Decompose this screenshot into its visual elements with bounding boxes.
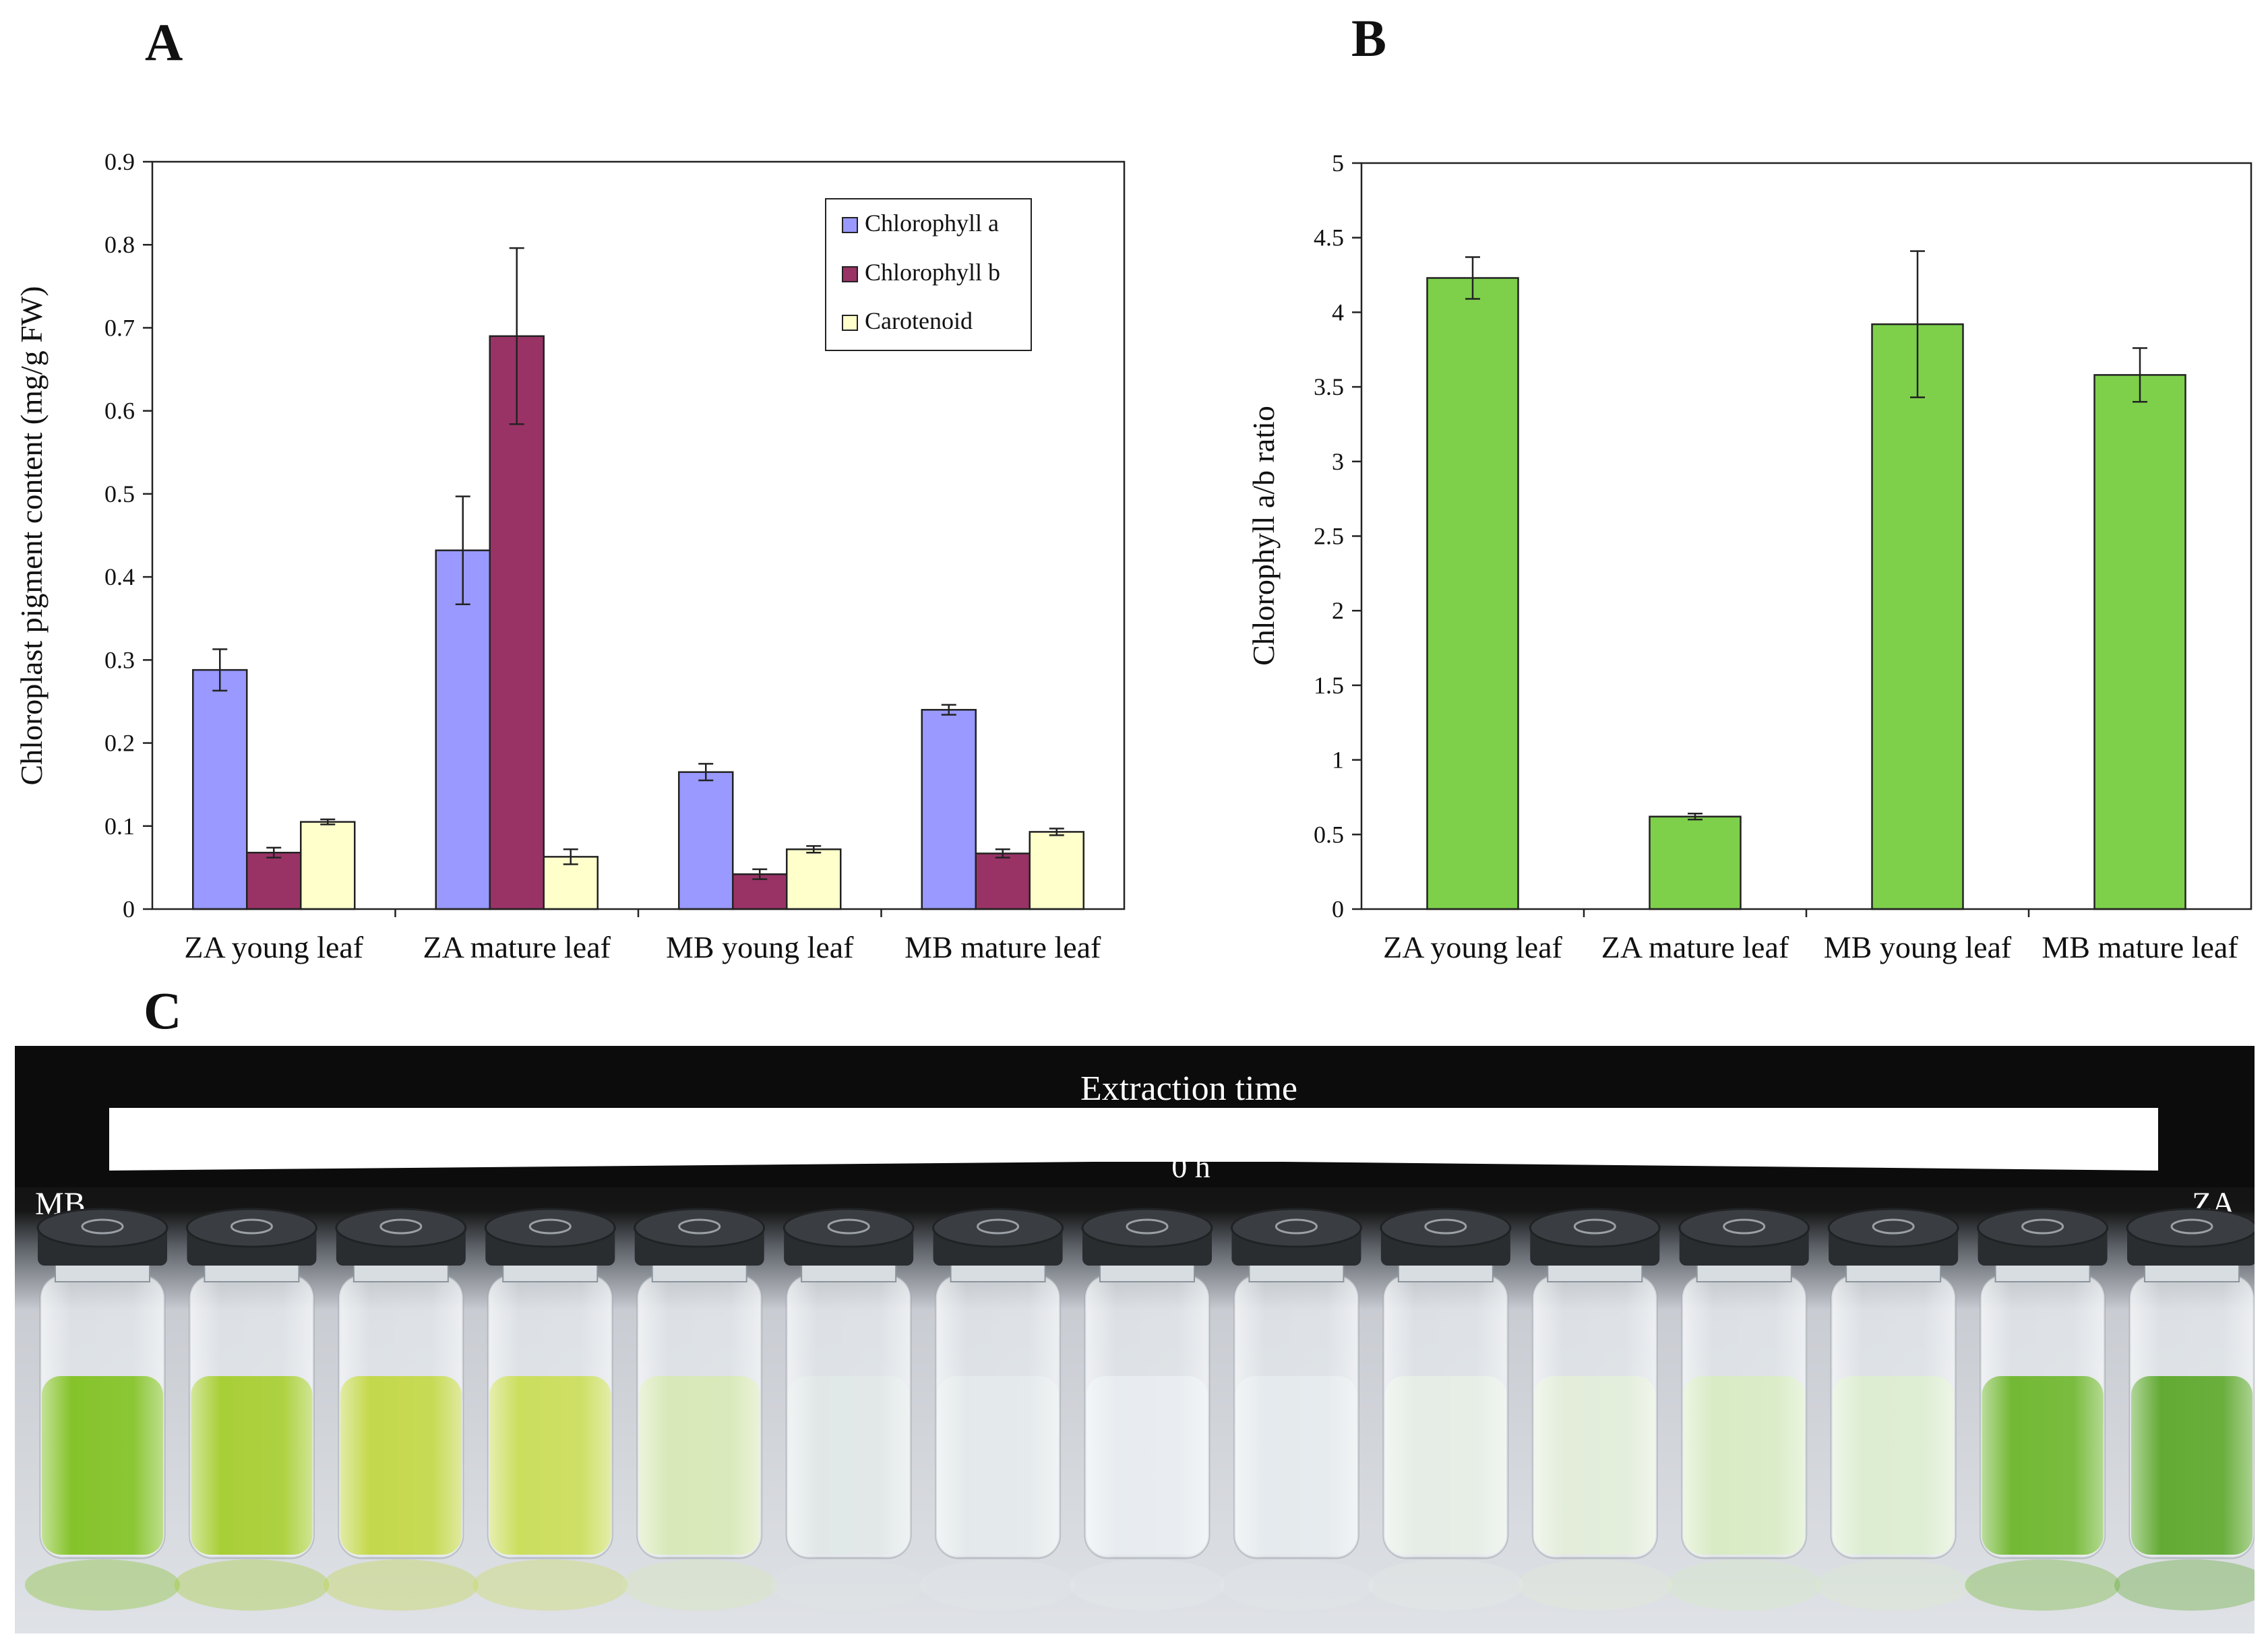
x-tick-label: MB young leaf: [1824, 930, 2012, 964]
y-tick-label: 2.5: [1314, 523, 1344, 550]
y-tick-label: 0: [123, 896, 135, 923]
y-tick-label: 0.6: [104, 398, 135, 425]
y-tick-label: 0.9: [104, 148, 135, 175]
x-tick-label: ZA young leaf: [184, 930, 363, 964]
x-tick-label: ZA mature leaf: [1601, 930, 1789, 964]
bar-value: [1426, 277, 1519, 910]
vial: [323, 1208, 479, 1611]
y-tick-label: 0.3: [104, 646, 135, 673]
vial: [1219, 1208, 1374, 1611]
legend-label-chlorophyll-a: Chlorophyll a: [865, 210, 999, 237]
y-tick-label: 0: [1332, 896, 1344, 923]
bar-carotenoid: [300, 821, 356, 910]
y-tick-label: 1.5: [1314, 672, 1344, 699]
legend: Chlorophyll a Chlorophyll b Carotenoid: [825, 198, 1032, 351]
vial: [174, 1208, 330, 1611]
y-tick-label: 1: [1332, 747, 1344, 774]
extraction-time-wedge: [109, 1108, 2158, 1171]
vial: [2114, 1208, 2255, 1611]
y-axis-ticks: 0 0.5 1 1.5 2 2.5 3 3.5 4 4.5 5: [1314, 150, 1361, 923]
x-tick-label: ZA young leaf: [1383, 930, 1562, 964]
y-tick-label: 2: [1332, 597, 1344, 624]
y-tick-label: 0.5: [1314, 821, 1344, 848]
vial: [1517, 1208, 1673, 1611]
vial: [1816, 1208, 1971, 1611]
vial: [472, 1208, 628, 1611]
plot-frame: [151, 160, 1126, 910]
panel-label-c: C: [144, 981, 182, 1040]
y-tick-label: 0.4: [104, 563, 135, 590]
y-tick-label: 0.8: [104, 231, 135, 258]
bar-chlorophyll-a: [192, 669, 248, 910]
y-tick-label: 3: [1332, 448, 1344, 475]
bar-chlorophyll-b: [489, 335, 545, 910]
legend-swatch-carotenoid: [842, 315, 858, 331]
vial: [771, 1208, 927, 1611]
y-tick-label: 0.7: [104, 314, 135, 341]
bars: [192, 247, 1084, 910]
extraction-time-label: Extraction time: [1080, 1069, 1297, 1108]
y-tick-label: 0.2: [104, 730, 135, 757]
x-tick-label: MB mature leaf: [2042, 930, 2238, 964]
legend-label-chlorophyll-b: Chlorophyll b: [865, 259, 1000, 286]
bars: [1426, 250, 2186, 910]
y-tick-label: 4: [1332, 299, 1344, 325]
pigment-content-chart: 0 0.1 0.2 0.3 0.4 0.5 0.6 0.7 0.8 0.9 ZA young le…: [14, 148, 1126, 964]
x-axis-labels: ZA young leaf ZA mature leaf MB young leaf…: [1383, 909, 2238, 964]
vial: [1368, 1208, 1523, 1611]
y-tick-label: 5: [1332, 150, 1344, 177]
chlorophyll-ratio-chart: 0 0.5 1 1.5 2 2.5 3 3.5 4 4.5 5 ZA young leaf ZA ma…: [1246, 150, 2252, 964]
y-tick-label: 0.1: [104, 813, 135, 840]
vial: [25, 1208, 180, 1611]
vial: [920, 1208, 1076, 1611]
bar-chlorophyll-b: [246, 851, 302, 910]
x-tick-label: MB mature leaf: [905, 930, 1101, 964]
vial: [621, 1208, 777, 1611]
plot-frame: [1360, 162, 2252, 910]
vial: [1666, 1208, 1822, 1611]
panel-label-b: B: [1351, 9, 1387, 67]
vial: [1965, 1208, 2120, 1611]
bar-carotenoid: [786, 848, 842, 910]
legend-swatch-chlorophyll-b: [842, 266, 858, 282]
y-axis-title: Chloroplast pigment content (mg/g FW): [14, 286, 49, 785]
y-axis-ticks: 0 0.1 0.2 0.3 0.4 0.5 0.6 0.7 0.8 0.9: [104, 148, 152, 923]
bar-value: [1649, 815, 1742, 910]
bar-value: [2093, 374, 2186, 910]
vial-row: [25, 1208, 2255, 1611]
start-time-label: 0 h: [1171, 1150, 1210, 1184]
x-tick-label: ZA mature leaf: [423, 930, 611, 964]
legend-label-carotenoid: Carotenoid: [865, 307, 973, 334]
bar-carotenoid: [1029, 831, 1084, 910]
legend-frame: [825, 198, 1032, 351]
legend-swatch-chlorophyll-a: [842, 217, 858, 233]
vial: [1070, 1208, 1225, 1611]
x-tick-label: MB young leaf: [666, 930, 854, 964]
y-tick-label: 4.5: [1314, 224, 1344, 251]
bar-chlorophyll-a: [921, 709, 977, 910]
panel-label-a: A: [145, 13, 183, 71]
y-tick-label: 3.5: [1314, 373, 1344, 400]
bar-value: [1871, 323, 1964, 910]
extraction-photo: Extraction time 0 h MB ZA: [15, 1046, 2255, 1634]
y-axis-title: Chlorophyll a/b ratio: [1246, 406, 1281, 666]
x-axis-labels: ZA young leaf ZA mature leaf MB young leaf…: [184, 909, 1101, 964]
bar-chlorophyll-a: [678, 771, 734, 910]
y-tick-label: 0.5: [104, 480, 135, 507]
bar-chlorophyll-b: [975, 852, 1031, 910]
